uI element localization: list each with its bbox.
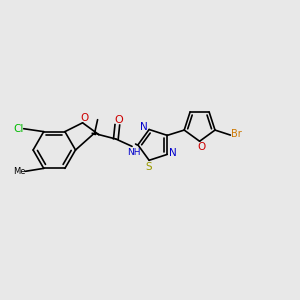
Text: S: S bbox=[146, 162, 152, 172]
Text: NH: NH bbox=[127, 148, 140, 157]
Text: Me: Me bbox=[13, 167, 26, 176]
Text: O: O bbox=[197, 142, 205, 152]
Text: O: O bbox=[114, 115, 123, 124]
Text: Cl: Cl bbox=[13, 124, 24, 134]
Text: Br: Br bbox=[231, 129, 242, 139]
Text: N: N bbox=[140, 122, 148, 131]
Text: O: O bbox=[80, 112, 88, 122]
Text: N: N bbox=[169, 148, 177, 158]
